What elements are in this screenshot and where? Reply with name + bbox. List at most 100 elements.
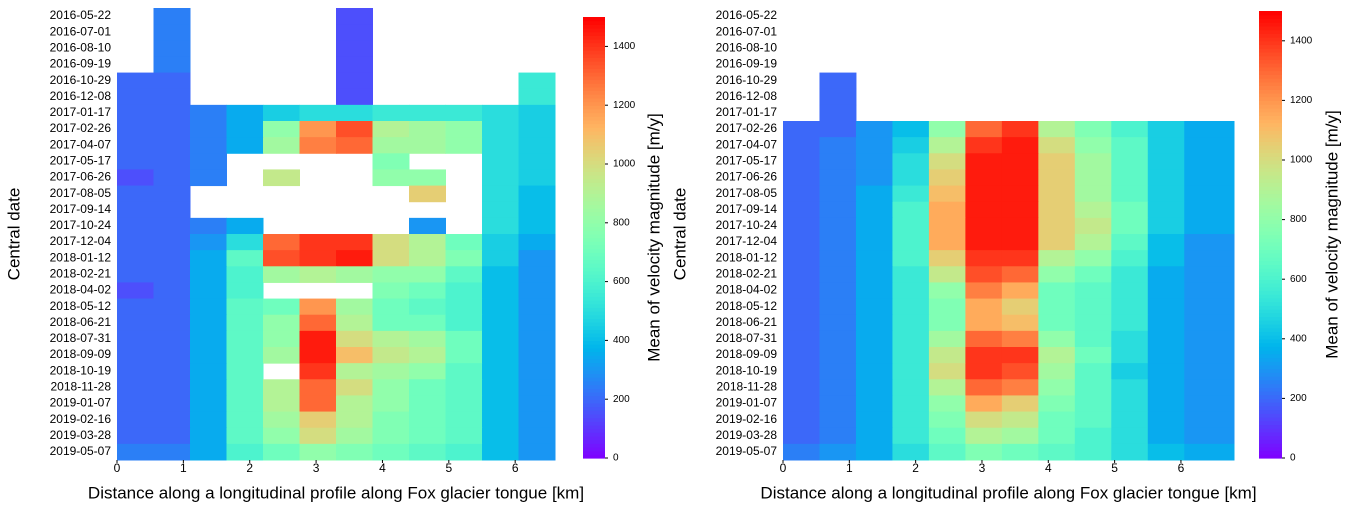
heatmap-cell	[336, 137, 373, 154]
heatmap-cell	[965, 427, 1003, 445]
x-tick-label: 0	[114, 461, 121, 475]
colorbar-step	[1259, 346, 1282, 351]
heatmap-cell	[1038, 443, 1076, 461]
heatmap-cell	[1111, 217, 1149, 235]
heatmap-cell	[1074, 217, 1112, 235]
colorbar-step	[1259, 413, 1282, 418]
heatmap-cell	[299, 314, 337, 332]
y-tick-label: 2016-08-10	[716, 41, 778, 55]
heatmap-cell	[226, 395, 264, 413]
heatmap-cell	[263, 427, 300, 445]
y-axis-label: Central date	[4, 188, 23, 281]
heatmap-cell	[117, 395, 154, 413]
colorbar-tick-label: 1200	[1290, 95, 1313, 106]
heatmap-cell	[153, 330, 191, 348]
colorbar-step	[583, 454, 605, 459]
colorbar-step	[1259, 148, 1282, 154]
heatmap-cell	[518, 234, 556, 251]
heatmap-cell	[372, 443, 410, 461]
x-tick-label: 4	[1045, 461, 1052, 475]
heatmap-cell	[263, 330, 300, 348]
heatmap-cell	[226, 234, 264, 251]
heatmap-cell	[855, 427, 893, 445]
heatmap-cell	[819, 298, 857, 316]
colorbar-step	[583, 189, 605, 194]
colorbar-step	[583, 226, 605, 231]
y-tick-label: 2018-06-21	[716, 315, 778, 329]
colorbar-step	[1259, 420, 1282, 426]
heatmap-cell	[299, 379, 337, 396]
colorbar-tick-label: 400	[613, 335, 630, 346]
colorbar-tick-label: 1400	[1290, 35, 1313, 46]
x-tick-label: 3	[979, 461, 986, 475]
heatmap-cell	[1074, 234, 1112, 251]
heatmap-cell	[445, 330, 483, 348]
heatmap-cell	[299, 250, 337, 267]
y-tick-label: 2018-11-28	[51, 380, 112, 394]
heatmap-cell	[1038, 169, 1076, 187]
heatmap-cell	[336, 40, 373, 57]
heatmap-cell	[190, 153, 227, 170]
heatmap-cell	[783, 121, 820, 138]
y-tick-label: 2018-01-12	[50, 250, 112, 264]
heatmap-cell	[372, 104, 410, 122]
heatmap-cell	[226, 298, 264, 316]
heatmap-cell	[1074, 169, 1112, 187]
heatmap-cell	[783, 282, 820, 300]
heatmap-cell	[263, 298, 300, 316]
heatmap-cell	[482, 330, 519, 348]
colorbar-step	[583, 208, 605, 213]
heatmap-cell	[1184, 347, 1235, 364]
heatmap-cell	[1001, 201, 1039, 219]
colorbar-step	[583, 380, 605, 386]
colorbar-step	[1259, 353, 1282, 359]
colorbar-step	[583, 255, 605, 261]
heatmap-cell	[1111, 185, 1149, 203]
heatmap-cell	[518, 137, 556, 154]
heatmap-cell	[117, 443, 154, 461]
heatmap-cell	[518, 201, 556, 219]
y-tick-label: 2018-06-21	[50, 315, 112, 329]
heatmap-cell	[965, 153, 1003, 170]
heatmap-cell	[1111, 411, 1149, 429]
colorbar-step	[1259, 92, 1282, 98]
heatmap-cell	[153, 347, 191, 364]
y-tick-label: 2017-04-07	[50, 137, 112, 151]
heatmap-cell	[819, 88, 857, 106]
heatmap-cell	[1147, 330, 1185, 348]
heatmap-cell	[482, 395, 519, 413]
heatmap-cell	[263, 379, 300, 396]
heatmap-cell	[1111, 298, 1149, 316]
colorbar-step	[583, 46, 605, 51]
heatmap-cell	[819, 72, 857, 90]
heatmap-cell	[1111, 314, 1149, 332]
heatmap-cell	[299, 137, 337, 154]
x-tick-label: 0	[780, 461, 787, 475]
colorbar-step	[1259, 167, 1282, 172]
heatmap-cell	[928, 185, 966, 203]
heatmap-cell	[928, 282, 966, 300]
heatmap-cell	[783, 234, 820, 251]
y-tick-label: 2019-01-07	[716, 396, 778, 410]
heatmap-cell	[336, 411, 373, 429]
colorbar-step	[1259, 126, 1282, 131]
y-tick-label: 2016-09-19	[716, 57, 778, 71]
colorbar-step	[583, 384, 605, 389]
heatmap-cell	[153, 40, 191, 57]
heatmap-cell	[1111, 250, 1149, 267]
colorbar-step	[583, 237, 605, 242]
heatmap-cell	[965, 201, 1003, 219]
colorbar-step	[1259, 160, 1282, 165]
heatmap-cell	[299, 234, 337, 251]
colorbar-step	[583, 204, 605, 209]
colorbar-step	[583, 233, 605, 239]
colorbar-step	[583, 336, 605, 341]
colorbar-step	[1259, 435, 1282, 440]
heatmap-cell	[226, 314, 264, 332]
heatmap-cell	[965, 379, 1003, 396]
heatmap-cell	[1074, 347, 1112, 364]
heatmap-cell	[928, 347, 966, 364]
heatmap-cell	[892, 282, 930, 300]
colorbar-step	[1259, 219, 1282, 224]
heatmap-cell	[190, 314, 227, 332]
